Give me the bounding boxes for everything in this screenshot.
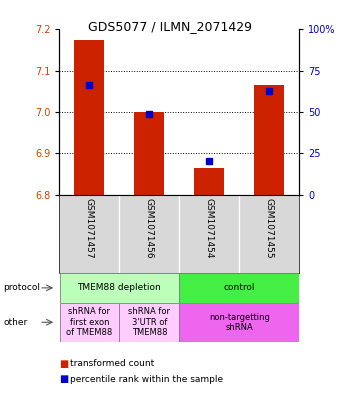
Bar [134, 112, 164, 195]
Bar [74, 40, 104, 195]
Text: ■: ■ [59, 358, 69, 369]
Text: ■: ■ [59, 374, 69, 384]
Text: GSM1071454: GSM1071454 [205, 198, 214, 259]
Bar [119, 303, 180, 342]
Text: other: other [3, 318, 28, 327]
Text: GSM1071455: GSM1071455 [265, 198, 274, 259]
Text: non-targetting
shRNA: non-targetting shRNA [209, 312, 270, 332]
Text: GDS5077 / ILMN_2071429: GDS5077 / ILMN_2071429 [88, 20, 252, 33]
Text: shRNA for
3'UTR of
TMEM88: shRNA for 3'UTR of TMEM88 [129, 307, 170, 337]
Text: transformed count: transformed count [70, 359, 154, 368]
Bar [194, 168, 224, 195]
Text: control: control [223, 283, 255, 292]
Text: GSM1071457: GSM1071457 [85, 198, 94, 259]
Bar [254, 85, 284, 195]
Bar [180, 273, 299, 303]
Bar [180, 303, 299, 342]
Text: shRNA for
first exon
of TMEM88: shRNA for first exon of TMEM88 [66, 307, 113, 337]
Text: percentile rank within the sample: percentile rank within the sample [70, 375, 223, 384]
Text: GSM1071456: GSM1071456 [145, 198, 154, 259]
Text: protocol: protocol [3, 283, 40, 292]
Bar [59, 273, 180, 303]
Bar [59, 303, 119, 342]
Text: TMEM88 depletion: TMEM88 depletion [78, 283, 161, 292]
